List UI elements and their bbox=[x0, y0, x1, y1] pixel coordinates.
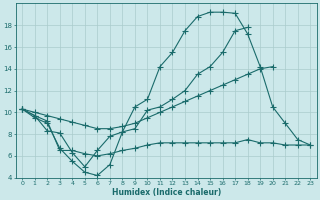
X-axis label: Humidex (Indice chaleur): Humidex (Indice chaleur) bbox=[112, 188, 221, 197]
